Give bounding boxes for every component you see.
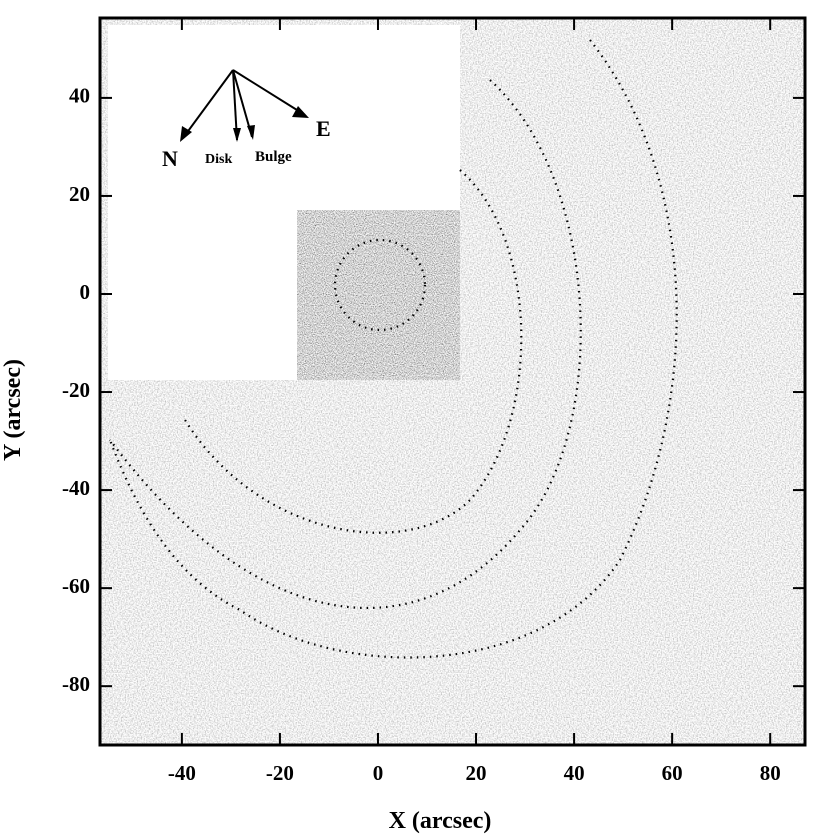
x-tick-label: -40 xyxy=(168,761,196,785)
y-tick-label: -40 xyxy=(62,476,90,500)
contours xyxy=(108,39,678,659)
y-tick-label: 0 xyxy=(80,280,91,304)
y-tick-label: 20 xyxy=(69,182,90,206)
x-tick-label: 60 xyxy=(662,761,683,785)
annotation: N xyxy=(162,146,178,171)
sky-image xyxy=(100,18,805,745)
annotation: E xyxy=(316,116,331,141)
x-tick-label: 20 xyxy=(466,761,487,785)
y-tick-label: 40 xyxy=(69,84,90,108)
y-tick-label: -60 xyxy=(62,574,90,598)
y-tick-label: -20 xyxy=(62,378,90,402)
x-tick-label: 80 xyxy=(760,761,781,785)
y-tick-label: -80 xyxy=(62,672,90,696)
blank-region xyxy=(108,25,460,380)
annotation: Disk xyxy=(205,152,232,167)
arrow-heads xyxy=(180,106,309,142)
bulge-field xyxy=(297,210,460,380)
plot-frame xyxy=(98,16,807,747)
x-tick-label: 0 xyxy=(373,761,384,785)
x-axis-label: X (arcsec) xyxy=(389,808,492,834)
y-axis-label: Y (arcsec) xyxy=(0,359,26,461)
x-tick-label: 40 xyxy=(564,761,585,785)
annotation: Bulge xyxy=(255,149,292,165)
x-tick-label: -20 xyxy=(266,761,294,785)
